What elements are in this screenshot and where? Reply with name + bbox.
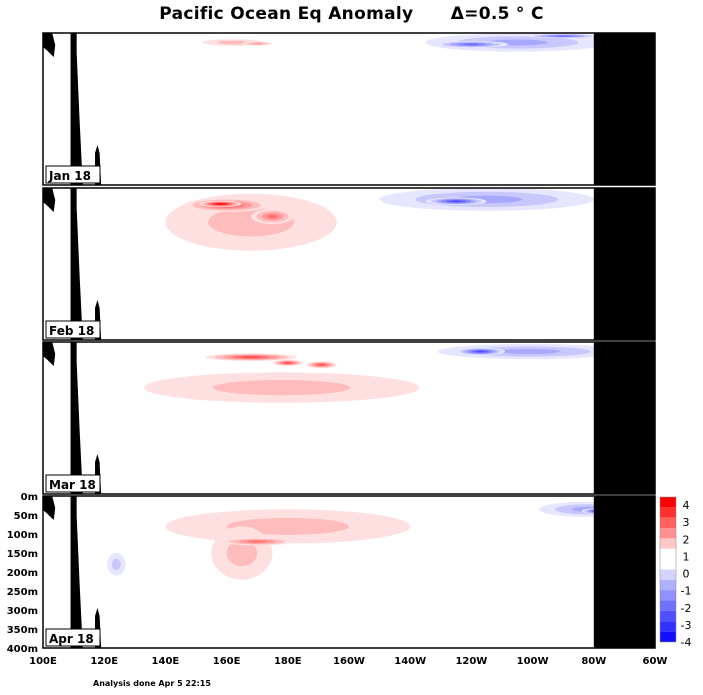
y-tick-label: 0m: [21, 492, 38, 503]
anomaly-contour: [267, 214, 278, 219]
y-tick-label: 350m: [7, 625, 38, 636]
colorbar-label: -3: [681, 619, 692, 632]
panel-label-box: [45, 474, 101, 493]
anomaly-field: [165, 188, 594, 251]
colorbar-label: -2: [681, 602, 692, 615]
panel-background: [43, 33, 655, 185]
panel-border: [42, 341, 656, 495]
colorbar-swatch: [660, 631, 676, 642]
colorbar-label: -1: [681, 585, 692, 598]
land-sumatra: [43, 496, 56, 520]
anomaly-contour: [212, 380, 351, 396]
x-tick-label: 100W: [517, 656, 549, 667]
anomaly-field: [202, 33, 610, 52]
x-tick-label: 140E: [152, 656, 180, 667]
y-tick-label: 300m: [7, 606, 38, 617]
anomaly-contour: [555, 35, 571, 37]
colorbar-swatch: [660, 497, 676, 508]
x-tick-label: 80W: [581, 656, 606, 667]
anomaly-contour: [241, 356, 261, 358]
panel-label-box: [45, 320, 101, 339]
colorbar-swatch: [660, 507, 676, 518]
anomaly-contour: [111, 558, 122, 571]
colorbar-swatch: [660, 590, 676, 601]
land-sumatra: [43, 33, 56, 57]
anomaly-contour: [318, 364, 325, 366]
anomaly-contour: [284, 362, 291, 364]
x-tick-label: 60W: [643, 656, 668, 667]
y-tick-label: 400m: [7, 644, 38, 655]
x-tick-label: 180E: [274, 656, 302, 667]
colorbar-label: 2: [683, 533, 690, 546]
x-tick-label: 100E: [29, 656, 57, 667]
anomaly-contour: [217, 40, 249, 45]
anomaly-contour: [226, 539, 258, 567]
contour-interval-label: Δ=0.5 ° C: [450, 4, 544, 24]
chart-title: Pacific Ocean Eq Anomaly Δ=0.5 ° C: [0, 4, 703, 24]
panel-border: [42, 495, 656, 649]
y-tick-label: 100m: [7, 530, 38, 541]
colorbar-label: -4: [681, 636, 692, 649]
land-americas: [593, 188, 655, 340]
colorbar-swatch: [660, 579, 676, 591]
panel-label: Mar 18: [49, 478, 96, 492]
panel-border: [42, 32, 656, 186]
colorbar-label: 0: [683, 568, 690, 581]
land-borneo: [70, 496, 83, 648]
colorbar-label: 3: [683, 516, 690, 529]
anomaly-field: [143, 343, 622, 403]
colorbar-swatch: [660, 517, 676, 529]
panel-background: [43, 188, 655, 340]
x-tick-label: 120W: [455, 656, 487, 667]
colorbar-label: 4: [683, 499, 690, 512]
land-americas: [593, 342, 655, 494]
anomaly-contour: [464, 43, 479, 46]
x-tick-label: 160E: [213, 656, 241, 667]
anomaly-contour: [217, 203, 224, 205]
colorbar-swatch: [660, 569, 676, 580]
x-tick-label: 140W: [394, 656, 426, 667]
anomaly-contour: [248, 540, 267, 543]
land-sumatra: [43, 188, 56, 212]
colorbar-swatch: [660, 621, 676, 632]
colorbar-swatch: [660, 559, 676, 570]
panel-background: [43, 342, 655, 494]
panel-border: [42, 187, 656, 341]
colorbar-swatch: [660, 538, 676, 549]
land-americas: [593, 496, 655, 648]
land-sumatra: [43, 342, 56, 366]
colorbar-label: 1: [683, 550, 690, 563]
panel-label: Feb 18: [49, 324, 94, 338]
anomaly-contour: [498, 348, 561, 355]
land-borneo: [70, 342, 83, 494]
colorbar-swatch: [660, 548, 676, 560]
panel-label-box: [45, 628, 101, 647]
y-tick-label: 50m: [14, 511, 38, 522]
colorbar-swatch: [660, 610, 676, 622]
title-text: Pacific Ocean Eq Anomaly: [159, 4, 414, 24]
x-tick-label: 160W: [333, 656, 365, 667]
anomaly-contour: [451, 200, 462, 202]
y-tick-label: 150m: [7, 549, 38, 560]
anomaly-contour: [476, 350, 485, 353]
land-borneo: [70, 188, 83, 340]
analysis-footer: Analysis done Apr 5 22:15: [93, 679, 211, 688]
panel-label-box: [45, 165, 101, 184]
land-americas: [593, 33, 655, 185]
y-tick-label: 200m: [7, 568, 38, 579]
panel-label: Jan 18: [48, 169, 91, 183]
x-tick-label: 120E: [90, 656, 118, 667]
colorbar-swatch: [660, 528, 676, 539]
anomaly-contour: [252, 43, 263, 45]
y-tick-label: 250m: [7, 587, 38, 598]
colorbar-border: [659, 496, 677, 643]
panel-label: Apr 18: [49, 632, 94, 646]
land-borneo: [70, 33, 83, 185]
colorbar-swatch: [660, 600, 676, 611]
